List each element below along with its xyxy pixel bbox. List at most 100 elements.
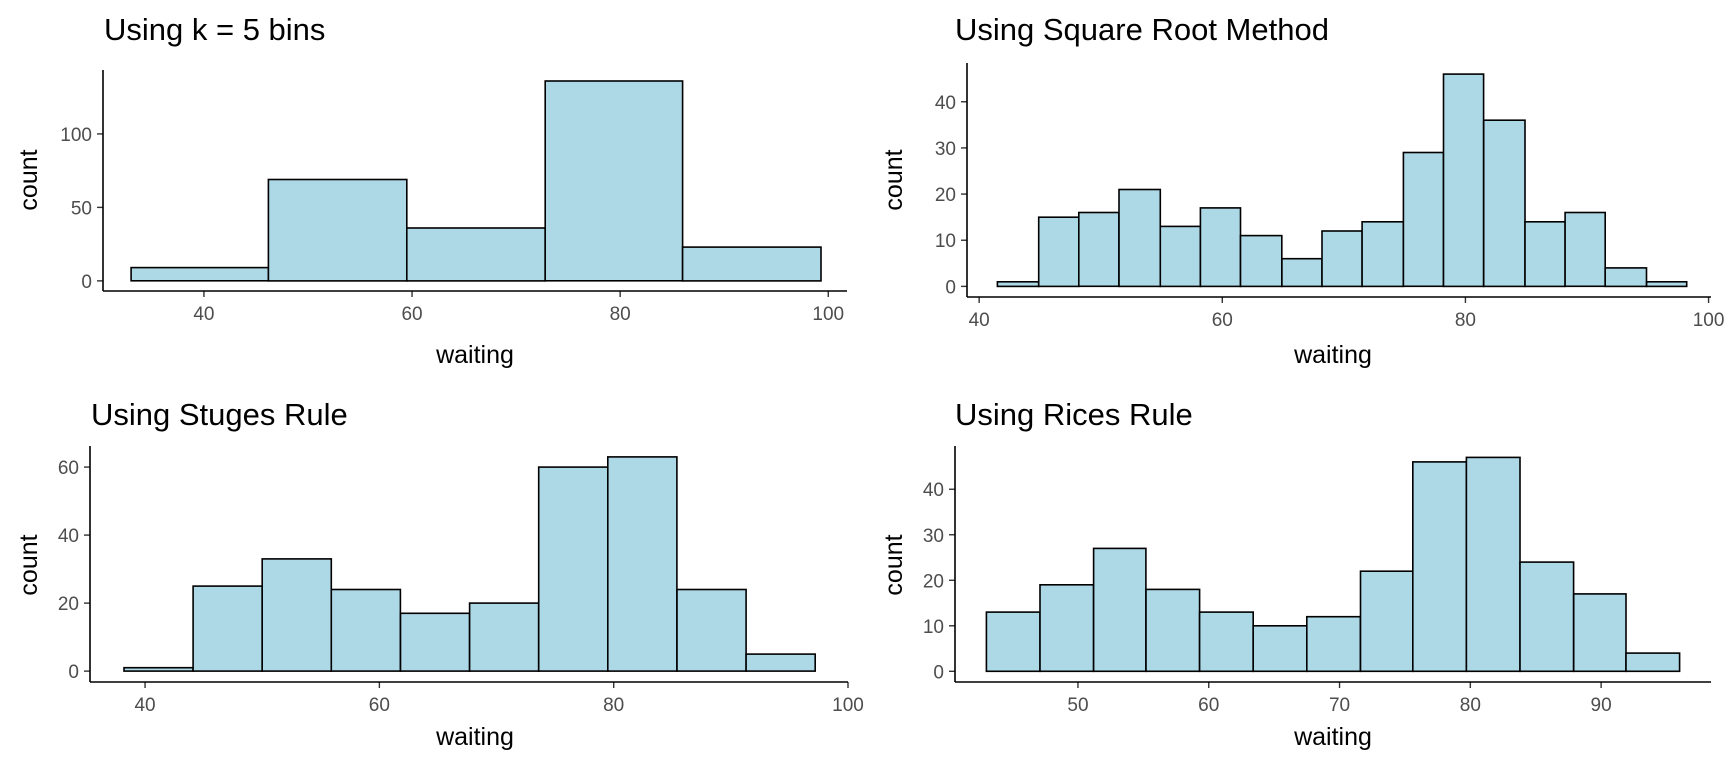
histogram-bar	[1145, 588, 1201, 673]
histogram-bar	[1039, 583, 1095, 673]
y-axis-label: count	[880, 534, 908, 595]
histogram-bar	[985, 611, 1041, 673]
histogram-bar	[468, 602, 540, 672]
x-tick-label: 60	[1212, 310, 1233, 331]
histogram-bar	[330, 588, 402, 672]
histogram-bar	[544, 80, 684, 282]
bars-group	[985, 456, 1681, 673]
bars-group	[130, 80, 822, 282]
y-tick-label: 60	[58, 458, 79, 479]
y-tick-label: 20	[923, 571, 944, 592]
histogram-bar	[1239, 234, 1283, 288]
y-tick-label: 100	[60, 125, 92, 146]
histogram-bar	[1092, 547, 1147, 673]
panel-title: Using Stuges Rule	[91, 397, 348, 432]
y-tick-label: 10	[923, 617, 944, 638]
histogram-bar	[1572, 593, 1627, 673]
x-tick-label: 40	[969, 310, 990, 331]
x-axis-label: waiting	[435, 341, 514, 369]
panel-title: Using k = 5 bins	[104, 12, 325, 47]
histogram-bar	[123, 666, 194, 672]
histogram-bar	[1625, 652, 1681, 673]
histogram-bar	[1412, 461, 1468, 673]
histogram-bar	[1402, 151, 1445, 288]
histogram-bar	[405, 227, 546, 282]
panel-title: Using Square Root Method	[955, 12, 1329, 47]
ticks-group: 50 60 70 80 90 0 10 20 30 40	[923, 480, 1612, 716]
histogram-bar	[192, 585, 264, 672]
histogram-bar	[399, 612, 471, 672]
histogram-bar	[1359, 570, 1414, 673]
histogram-bar	[745, 653, 816, 672]
y-tick-label: 0	[945, 277, 956, 298]
y-tick-label: 40	[58, 526, 79, 547]
x-tick-label: 60	[1198, 695, 1219, 716]
x-tick-label: 80	[610, 304, 631, 325]
histogram-bar	[1306, 615, 1362, 673]
y-tick-label: 20	[58, 594, 79, 615]
x-tick-label: 100	[812, 304, 844, 325]
y-tick-label: 40	[923, 480, 944, 501]
bars-group	[123, 456, 816, 672]
histogram-bar	[1465, 456, 1521, 673]
histogram-bar	[1281, 257, 1323, 288]
y-axis-label: count	[15, 534, 43, 595]
histogram-bar	[1078, 211, 1120, 288]
panel-k5-bins: Using k = 5 bins 40 60 80 100 0 50 100 waiting…	[15, 12, 847, 369]
y-tick-label: 0	[81, 272, 92, 293]
ticks-group: 40 60 80 100 0 20 40 60	[58, 458, 864, 716]
histogram-bar	[1321, 230, 1363, 288]
histogram-bar	[1604, 267, 1648, 288]
histogram-bar	[1361, 221, 1405, 288]
histogram-bar	[606, 456, 678, 672]
y-tick-label: 40	[935, 93, 956, 114]
panel-square-root-method: Using Square Root Method 40 60 80 100 0 10 20 3…	[880, 12, 1724, 369]
y-tick-label: 0	[68, 662, 79, 683]
x-tick-label: 80	[603, 695, 624, 716]
histogram-bar	[261, 558, 333, 672]
histogram-bar	[1252, 624, 1308, 673]
histogram-bar	[1564, 211, 1606, 288]
x-tick-label: 70	[1329, 695, 1350, 716]
histogram-bar	[537, 466, 609, 672]
histogram-bar	[996, 280, 1040, 288]
x-tick-label: 80	[1455, 310, 1476, 331]
histogram-bar	[676, 588, 747, 672]
x-tick-label: 90	[1591, 695, 1612, 716]
x-tick-label: 60	[369, 695, 390, 716]
x-axis-label: waiting	[1293, 341, 1372, 369]
histogram-bar	[1037, 216, 1080, 288]
x-axis-label: waiting	[1293, 723, 1372, 751]
y-tick-label: 0	[933, 662, 944, 683]
y-tick-label: 30	[935, 139, 956, 160]
histogram-bar	[1118, 188, 1162, 288]
x-axis-label: waiting	[435, 723, 514, 751]
histogram-bar	[1645, 280, 1688, 288]
y-tick-label: 10	[935, 231, 956, 252]
x-tick-label: 40	[134, 695, 155, 716]
histogram-bar	[1519, 561, 1575, 673]
ticks-group: 40 60 80 100 0 50 100	[60, 125, 844, 325]
x-tick-label: 60	[401, 304, 422, 325]
panel-stuges-rule: Using Stuges Rule 40 60 80 100 0 20 40 60 waiti…	[15, 397, 864, 751]
histogram-bar	[681, 246, 822, 282]
histogram-bar	[130, 266, 270, 282]
histogram-bar	[1159, 225, 1202, 288]
y-tick-label: 30	[923, 526, 944, 547]
ticks-group: 40 60 80 100 0 10 20 30 40	[935, 93, 1725, 331]
bars-group	[996, 73, 1688, 288]
x-tick-label: 50	[1067, 695, 1088, 716]
y-axis-label: count	[880, 149, 908, 210]
y-axis-label: count	[15, 149, 43, 210]
y-tick-label: 50	[71, 198, 92, 219]
histogram-bar	[1199, 207, 1242, 288]
y-tick-label: 20	[935, 185, 956, 206]
histogram-bar	[1442, 73, 1485, 288]
x-tick-label: 40	[193, 304, 214, 325]
histogram-bar	[1482, 119, 1526, 288]
panel-title: Using Rices Rule	[955, 397, 1193, 432]
x-tick-label: 80	[1460, 695, 1481, 716]
histogram-bar	[1198, 611, 1254, 673]
panel-rices-rule: Using Rices Rule 50 60 70 80 90 0 10 20 30 40 wai…	[880, 397, 1711, 751]
